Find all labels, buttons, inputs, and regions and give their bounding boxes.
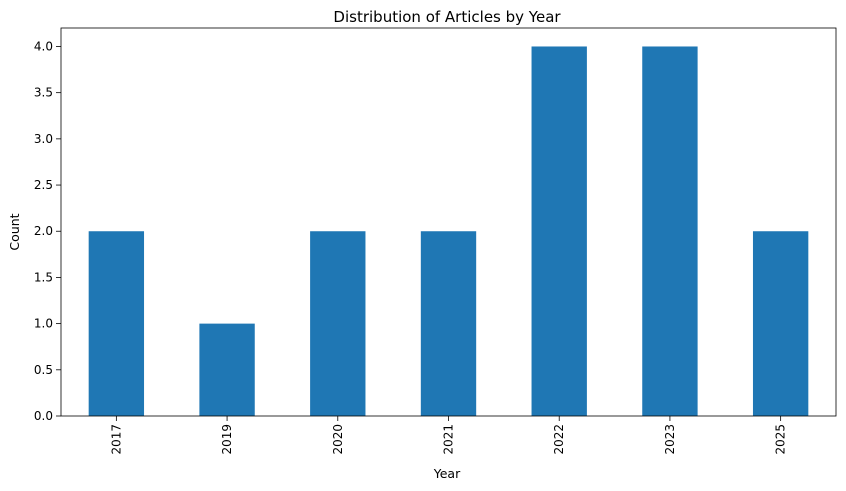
bar — [420, 231, 477, 416]
x-tick-label: 2022 — [552, 424, 566, 455]
x-tick-label: 2023 — [663, 424, 677, 455]
bar — [310, 231, 366, 416]
x-axis-label: Year — [433, 466, 461, 481]
y-tick-label: 1.5 — [34, 270, 53, 284]
x-tick-label: 2025 — [774, 424, 788, 455]
y-axis-label: Count — [7, 213, 22, 250]
x-tick-label: 2021 — [442, 424, 456, 455]
y-tick-label: 2.5 — [34, 178, 53, 192]
bar — [642, 46, 698, 416]
y-tick-label: 4.0 — [34, 39, 53, 53]
bar — [199, 323, 255, 416]
x-tick-label: 2019 — [220, 424, 234, 455]
y-tick-label: 0.5 — [34, 363, 53, 377]
y-tick-label: 2.0 — [34, 224, 53, 238]
bar — [88, 231, 145, 416]
y-tick-label: 3.5 — [34, 86, 53, 100]
bar — [531, 46, 587, 416]
x-tick-label: 2017 — [109, 424, 123, 455]
plot-area: 0.0 0.5 1.0 1.5 2.0 2.5 3.0 3.5 4.0 2017 2019 2020 2… — [34, 27, 837, 455]
axes-frame — [60, 27, 837, 417]
x-tick-label: 2020 — [331, 424, 345, 455]
y-tick-label: 0.0 — [34, 409, 53, 423]
y-tick-label: 3.0 — [34, 132, 53, 146]
y-tick-label: 1.0 — [34, 317, 53, 331]
bar — [752, 231, 809, 416]
chart-title: Distribution of Articles by Year — [333, 8, 561, 26]
